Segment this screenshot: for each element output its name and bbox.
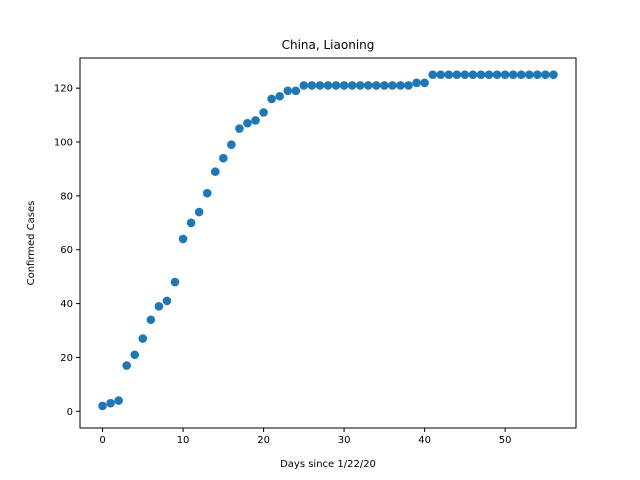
data-point — [243, 118, 252, 128]
data-point — [355, 81, 365, 90]
y-tick-label: 100 — [54, 138, 73, 149]
data-points — [98, 70, 558, 411]
x-tick-label: 40 — [418, 435, 431, 446]
data-point — [299, 81, 309, 90]
axes-background — [80, 58, 576, 428]
data-point — [114, 396, 123, 405]
data-point — [178, 234, 188, 244]
data-point — [307, 81, 317, 90]
data-point — [460, 70, 470, 79]
data-point — [533, 70, 542, 79]
data-point — [516, 70, 526, 79]
data-point — [275, 91, 284, 101]
data-point — [170, 277, 180, 287]
data-point — [251, 116, 260, 125]
data-point — [122, 361, 132, 370]
data-point — [259, 108, 268, 117]
plot-area: 0 10 20 30 40 50 0 20 40 60 80 100 120 — [54, 57, 577, 446]
y-tick-label: 80 — [60, 191, 73, 202]
data-point — [452, 70, 462, 79]
data-point — [444, 70, 454, 79]
data-point — [372, 81, 381, 90]
data-point — [219, 153, 228, 163]
data-point — [315, 81, 325, 90]
data-point — [412, 78, 421, 88]
data-point — [202, 188, 212, 198]
axes-frame — [79, 57, 577, 429]
x-tick-label: 20 — [257, 435, 270, 446]
chart-title: China, Liaoning — [282, 38, 375, 52]
data-point — [363, 81, 373, 90]
data-point — [154, 301, 164, 311]
x-tick-label: 30 — [338, 435, 351, 446]
data-point — [508, 70, 518, 79]
y-axis-ticks: 0 20 40 60 80 100 120 — [54, 84, 80, 418]
data-point — [267, 94, 276, 104]
data-point — [396, 81, 405, 90]
y-tick-label: 40 — [60, 299, 73, 310]
data-point — [235, 124, 244, 133]
data-point — [162, 296, 172, 306]
data-point — [492, 70, 502, 79]
data-point — [106, 398, 115, 408]
data-point — [323, 81, 333, 90]
data-point — [436, 70, 446, 79]
data-point — [227, 140, 236, 150]
data-point — [476, 70, 486, 79]
data-point — [420, 78, 429, 88]
data-point — [331, 81, 341, 90]
x-tick-label: 10 — [177, 435, 190, 446]
data-point — [283, 86, 293, 96]
x-axis-ticks: 0 10 20 30 40 50 — [99, 428, 512, 446]
data-point — [484, 70, 494, 79]
data-point — [347, 81, 357, 90]
data-point — [194, 207, 204, 217]
y-tick-label: 0 — [67, 407, 73, 418]
y-axis-label: Confirmed Cases — [26, 201, 37, 286]
data-point — [339, 81, 349, 90]
data-point — [541, 70, 550, 79]
data-point — [524, 70, 534, 79]
data-point — [210, 167, 220, 176]
data-point — [130, 350, 140, 360]
data-point — [549, 70, 558, 79]
data-point — [500, 70, 510, 79]
y-tick-label: 120 — [54, 84, 73, 95]
data-point — [388, 81, 397, 90]
data-point — [380, 81, 389, 90]
data-point — [291, 86, 301, 96]
x-tick-label: 0 — [99, 435, 105, 446]
data-point — [404, 81, 413, 90]
y-tick-label: 60 — [60, 245, 73, 256]
data-point — [146, 315, 156, 325]
data-point — [468, 70, 478, 79]
x-axis-label: Days since 1/22/20 — [280, 459, 376, 470]
data-point — [428, 70, 437, 79]
y-tick-label: 20 — [60, 353, 73, 364]
data-point — [138, 334, 148, 343]
data-point — [98, 401, 107, 411]
data-point — [186, 218, 196, 228]
x-tick-label: 50 — [499, 435, 512, 446]
